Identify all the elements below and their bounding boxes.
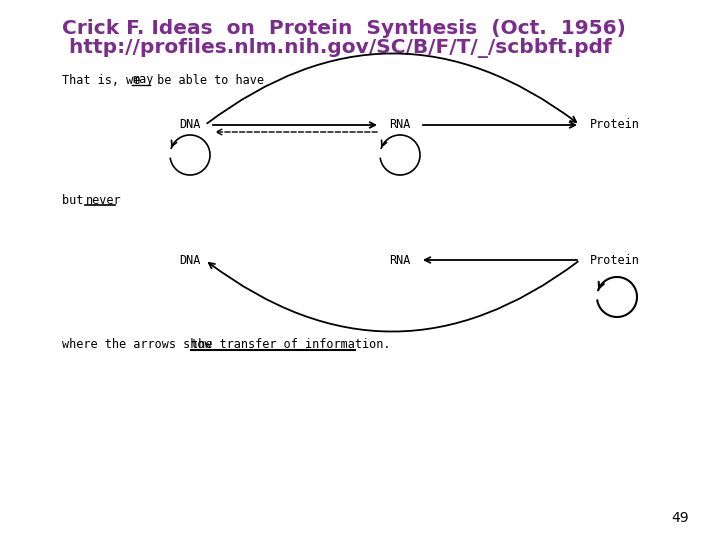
Text: RNA: RNA <box>390 118 410 132</box>
Text: never: never <box>86 193 121 206</box>
Text: Protein: Protein <box>590 118 640 132</box>
Text: the transfer of information.: the transfer of information. <box>191 339 390 352</box>
Text: may: may <box>132 73 153 86</box>
Text: DNA: DNA <box>179 253 201 267</box>
Text: That is, we: That is, we <box>62 73 148 86</box>
Text: be able to have: be able to have <box>150 73 264 86</box>
Text: where the arrows show: where the arrows show <box>62 339 219 352</box>
Text: RNA: RNA <box>390 253 410 267</box>
Text: http://profiles.nlm.nih.gov/SC/B/F/T/_/scbbft.pdf: http://profiles.nlm.nih.gov/SC/B/F/T/_/s… <box>62 38 612 58</box>
Text: but: but <box>62 193 91 206</box>
Text: DNA: DNA <box>179 118 201 132</box>
Text: Protein: Protein <box>590 253 640 267</box>
Text: Crick F. Ideas  on  Protein  Synthesis  (Oct.  1956): Crick F. Ideas on Protein Synthesis (Oct… <box>62 18 626 37</box>
Text: 49: 49 <box>671 511 689 525</box>
